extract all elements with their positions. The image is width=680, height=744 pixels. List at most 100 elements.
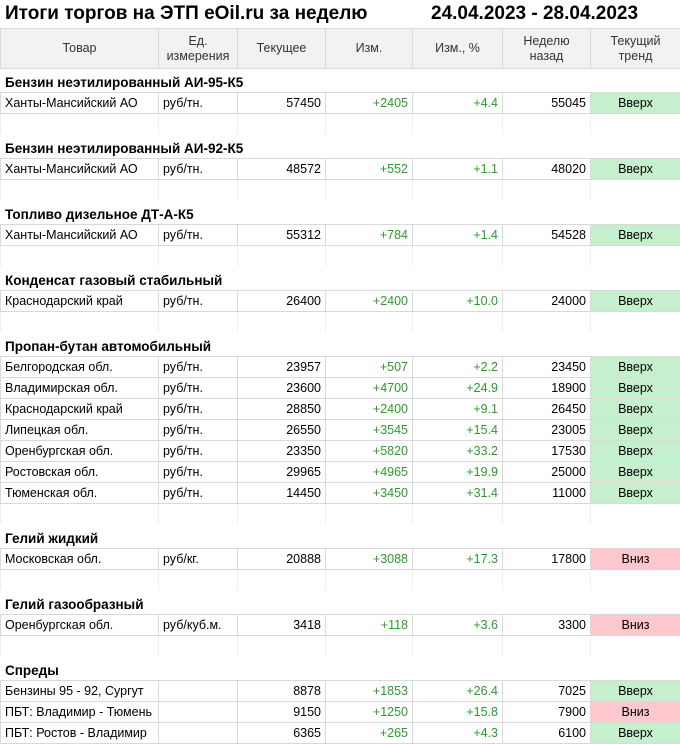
blank-row xyxy=(1,312,680,333)
empty-cell xyxy=(413,114,503,135)
cell: +1.4 xyxy=(413,225,503,246)
section-title: Гелий жидкий xyxy=(1,525,680,549)
section-row: Бензин неэтилированный АИ-95-К5 xyxy=(1,69,680,93)
cell: Оренбургская обл. xyxy=(1,441,159,462)
cell: +31.4 xyxy=(413,483,503,504)
empty-cell xyxy=(591,180,680,201)
empty-cell xyxy=(326,504,413,525)
blank-row xyxy=(1,636,680,657)
cell: 17530 xyxy=(503,441,591,462)
column-header: Изм., % xyxy=(413,29,503,69)
cell: +2.2 xyxy=(413,357,503,378)
empty-cell xyxy=(238,246,326,267)
trend-cell: Вверх xyxy=(591,93,680,114)
cell: ПБТ: Владимир - Тюмень xyxy=(1,702,159,723)
trend-cell: Вверх xyxy=(591,441,680,462)
trend-cell: Вверх xyxy=(591,378,680,399)
cell: +5820 xyxy=(326,441,413,462)
cell: 55312 xyxy=(238,225,326,246)
cell: +17.3 xyxy=(413,549,503,570)
cell: Ханты-Мансийский АО xyxy=(1,93,159,114)
cell: 28850 xyxy=(238,399,326,420)
empty-cell xyxy=(1,114,159,135)
empty-cell xyxy=(159,504,238,525)
empty-cell xyxy=(503,114,591,135)
cell: руб/кг. xyxy=(159,549,238,570)
cell: Ханты-Мансийский АО xyxy=(1,225,159,246)
empty-cell xyxy=(238,570,326,591)
cell: +2400 xyxy=(326,291,413,312)
section-title: Топливо дизельное ДТ-А-К5 xyxy=(1,201,680,225)
trend-cell: Вверх xyxy=(591,399,680,420)
cell: руб/тн. xyxy=(159,159,238,180)
cell: 18900 xyxy=(503,378,591,399)
cell: 9150 xyxy=(238,702,326,723)
cell: Московская обл. xyxy=(1,549,159,570)
section-row: Гелий газообразный xyxy=(1,591,680,615)
section-row: Топливо дизельное ДТ-А-К5 xyxy=(1,201,680,225)
trend-cell: Вверх xyxy=(591,291,680,312)
cell: +26.4 xyxy=(413,681,503,702)
cell: +15.4 xyxy=(413,420,503,441)
trend-cell: Вниз xyxy=(591,702,680,723)
cell: руб/тн. xyxy=(159,462,238,483)
blank-row xyxy=(1,180,680,201)
empty-cell xyxy=(326,570,413,591)
cell xyxy=(159,702,238,723)
empty-cell xyxy=(159,114,238,135)
cell: Ханты-Мансийский АО xyxy=(1,159,159,180)
empty-cell xyxy=(503,570,591,591)
cell: 29965 xyxy=(238,462,326,483)
empty-cell xyxy=(238,312,326,333)
empty-cell xyxy=(238,180,326,201)
empty-cell xyxy=(238,114,326,135)
cell: +4700 xyxy=(326,378,413,399)
cell: Оренбургская обл. xyxy=(1,615,159,636)
empty-cell xyxy=(326,180,413,201)
cell: +2405 xyxy=(326,93,413,114)
cell: 55045 xyxy=(503,93,591,114)
cell: 17800 xyxy=(503,549,591,570)
cell: +552 xyxy=(326,159,413,180)
cell: +9.1 xyxy=(413,399,503,420)
cell: +3.6 xyxy=(413,615,503,636)
section-row: Конденсат газовый стабильный xyxy=(1,267,680,291)
cell: Краснодарский край xyxy=(1,291,159,312)
cell: +3450 xyxy=(326,483,413,504)
empty-cell xyxy=(159,636,238,657)
cell: +33.2 xyxy=(413,441,503,462)
cell: 26550 xyxy=(238,420,326,441)
cell: +118 xyxy=(326,615,413,636)
page: {"header": {"title": "Итоги торгов на ЭТ… xyxy=(0,0,680,726)
empty-cell xyxy=(1,636,159,657)
cell: +4965 xyxy=(326,462,413,483)
cell: 23600 xyxy=(238,378,326,399)
section-title: Гелий газообразный xyxy=(1,591,680,615)
empty-cell xyxy=(413,636,503,657)
empty-cell xyxy=(238,504,326,525)
trend-cell: Вверх xyxy=(591,225,680,246)
cell: +4.4 xyxy=(413,93,503,114)
cell: 54528 xyxy=(503,225,591,246)
cell: 3418 xyxy=(238,615,326,636)
empty-cell xyxy=(413,246,503,267)
column-header: Изм. xyxy=(326,29,413,69)
empty-cell xyxy=(591,570,680,591)
cell: +24.9 xyxy=(413,378,503,399)
cell xyxy=(159,681,238,702)
empty-cell xyxy=(503,180,591,201)
cell: +15.8 xyxy=(413,702,503,723)
cell: +507 xyxy=(326,357,413,378)
cell: +10.0 xyxy=(413,291,503,312)
empty-cell xyxy=(159,180,238,201)
cell: 8878 xyxy=(238,681,326,702)
